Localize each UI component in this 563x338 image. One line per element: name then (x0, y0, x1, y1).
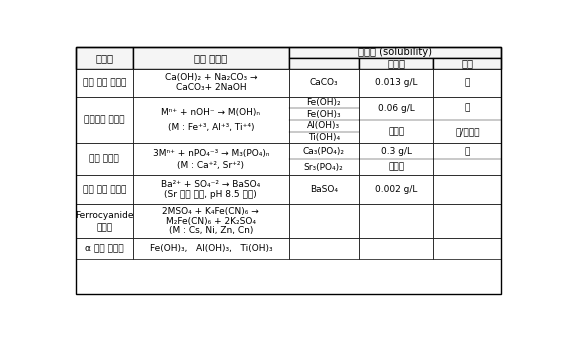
Bar (75, 238, 133, 260)
Bar (359, 175, 434, 204)
Text: 0.3 g/L: 0.3 g/L (381, 147, 412, 156)
Bar (289, 97, 359, 144)
Bar (75, 144, 133, 175)
Text: 용해: 용해 (462, 58, 473, 68)
Bar (289, 238, 359, 260)
Text: (Sr 공침 제거, pH 8.5 정도): (Sr 공침 제거, pH 8.5 정도) (164, 191, 257, 199)
Text: 침전법: 침전법 (96, 223, 113, 232)
Text: Sr₃(PO₄)₂: Sr₃(PO₄)₂ (304, 163, 343, 172)
Text: (M : Cs, Ni, Zn, Cn): (M : Cs, Ni, Zn, Cn) (169, 226, 253, 236)
Text: (M : Fe⁺³, Al⁺³, Ti⁺⁴): (M : Fe⁺³, Al⁺³, Ti⁺⁴) (168, 123, 254, 132)
Bar (289, 204, 359, 238)
Bar (359, 97, 434, 144)
Text: 침전 반응식: 침전 반응식 (194, 53, 227, 63)
Bar (359, 57, 434, 69)
Bar (434, 97, 502, 144)
Bar (434, 69, 502, 97)
Bar (289, 175, 359, 204)
Text: CaCO₃: CaCO₃ (309, 78, 338, 87)
Bar (75, 97, 133, 144)
Text: 0.002 g/L: 0.002 g/L (375, 185, 417, 194)
Text: 석회 소다 침전법: 석회 소다 침전법 (83, 78, 126, 87)
Bar (359, 144, 434, 175)
Text: 산: 산 (464, 104, 470, 113)
Text: M₂Fe(CN)₆ + 2K₂SO₄: M₂Fe(CN)₆ + 2K₂SO₄ (166, 217, 256, 226)
Text: Fe(OH)₃: Fe(OH)₃ (306, 110, 341, 119)
Text: Ca(OH)₂ + Na₂CO₃ →: Ca(OH)₂ + Na₂CO₃ → (164, 73, 257, 82)
Text: Ti(OH)₄: Ti(OH)₄ (307, 133, 339, 142)
Text: Mⁿ⁺ + nOH⁻ → M(OH)ₙ: Mⁿ⁺ + nOH⁻ → M(OH)ₙ (162, 108, 260, 117)
Text: (M : Ca⁺², Sr⁺²): (M : Ca⁺², Sr⁺²) (177, 161, 244, 170)
Text: Ferrocyanide: Ferrocyanide (75, 211, 133, 220)
Bar (133, 238, 289, 260)
Text: Al(OH)₃: Al(OH)₃ (307, 121, 340, 130)
Bar (133, 175, 289, 204)
Text: BaSO₄: BaSO₄ (310, 185, 338, 194)
Text: 황산 바륨 침전법: 황산 바륨 침전법 (83, 185, 126, 194)
Bar (133, 97, 289, 144)
Text: 불용해: 불용해 (388, 127, 404, 136)
Text: Fe(OH)₃,   Al(OH)₃,   Ti(OH)₃: Fe(OH)₃, Al(OH)₃, Ti(OH)₃ (150, 244, 272, 254)
Bar (434, 144, 502, 175)
Bar (434, 238, 502, 260)
Bar (434, 204, 502, 238)
Bar (359, 204, 434, 238)
Bar (359, 238, 434, 260)
Text: 2MSO₄ + K₄Fe(CN)₆ →: 2MSO₄ + K₄Fe(CN)₆ → (163, 207, 259, 216)
Text: Fe(OH)₂: Fe(OH)₂ (306, 98, 341, 107)
Text: α 폐액 처리법: α 폐액 처리법 (85, 244, 124, 254)
Bar (133, 144, 289, 175)
Text: Ca₃(PO₄)₂: Ca₃(PO₄)₂ (303, 147, 345, 156)
Bar (75, 204, 133, 238)
Bar (289, 57, 359, 69)
Text: 산: 산 (464, 78, 470, 87)
Text: 산: 산 (464, 147, 470, 156)
Bar (289, 144, 359, 175)
Bar (75, 175, 133, 204)
Bar (133, 204, 289, 238)
Bar (359, 69, 434, 97)
Bar (434, 175, 502, 204)
Bar (75, 69, 133, 97)
Text: CaCO₃+ 2NaOH: CaCO₃+ 2NaOH (176, 83, 246, 92)
Text: 3Mⁿ⁺ + nPO₄⁻³ → M₃(PO₄)ₙ: 3Mⁿ⁺ + nPO₄⁻³ → M₃(PO₄)ₙ (153, 149, 269, 158)
Text: 용해도 (solubility): 용해도 (solubility) (358, 47, 432, 57)
Text: 불용해: 불용해 (388, 163, 404, 172)
Bar (289, 47, 502, 57)
Text: Ba²⁺ + SO₄⁻² → BaSO₄: Ba²⁺ + SO₄⁻² → BaSO₄ (161, 180, 261, 189)
Text: 수산화물 침전법: 수산화물 침전법 (84, 116, 124, 124)
Text: 인산 침전법: 인산 침전법 (90, 155, 119, 164)
Bar (289, 69, 359, 97)
Bar (133, 69, 289, 97)
Text: 침전법: 침전법 (95, 53, 113, 63)
Text: 0.013 g/L: 0.013 g/L (375, 78, 417, 87)
Bar (133, 47, 289, 69)
Text: 0.06 g/L: 0.06 g/L (378, 104, 414, 113)
Bar (434, 57, 502, 69)
Bar (75, 47, 133, 69)
Text: 증류수: 증류수 (387, 58, 405, 68)
Text: 산/알칼리: 산/알칼리 (455, 127, 480, 136)
